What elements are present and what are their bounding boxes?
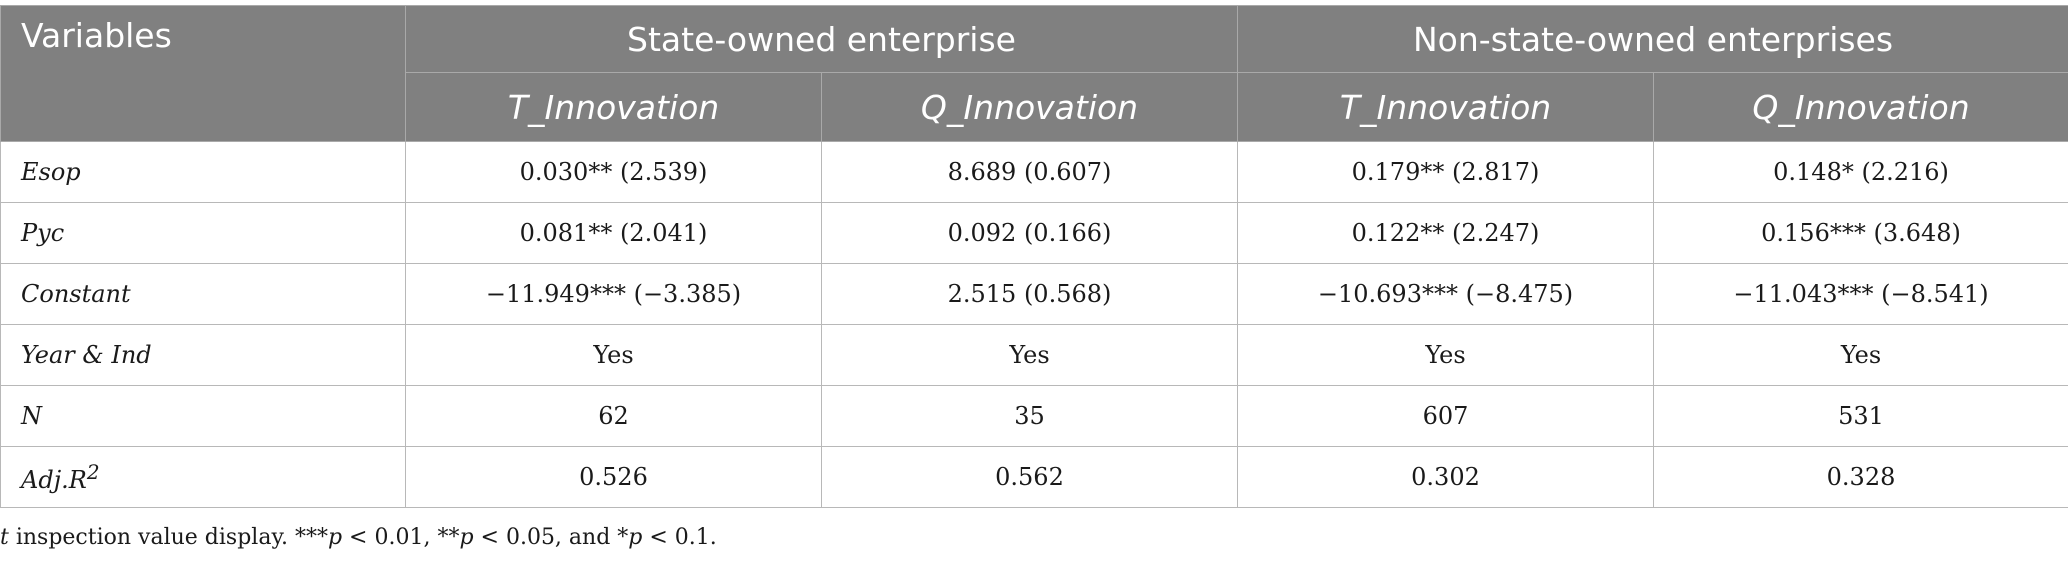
table-cell: 0.179** (2.817) [1237, 141, 1655, 203]
footnote-text: < 0.05, and * [473, 525, 629, 550]
variables-header: Variables [0, 5, 406, 142]
table-cell: 2.515 (0.568) [820, 263, 1239, 325]
row-label-text: Adj.R [21, 466, 87, 494]
table-row: N 62 35 607 531 [0, 385, 2068, 447]
regression-results-table: Variables State-owned enterprise Non-sta… [0, 5, 2068, 508]
group-header-non-state-owned: Non-state-owned enterprises [1237, 5, 2068, 73]
table-cell: 0.328 [1653, 446, 2068, 508]
table-cell: Yes [1653, 324, 2068, 386]
row-label: Esop [0, 141, 406, 203]
subheader-t-innovation-soe: T_Innovation [405, 72, 822, 142]
table-footnote: t inspection value display. ***p < 0.01,… [0, 525, 717, 550]
footnote-p: p [628, 525, 643, 550]
table-cell: 0.148* (2.216) [1653, 141, 2068, 203]
row-label: Constant [0, 263, 406, 325]
table-cell: 35 [820, 385, 1239, 447]
table-cell: Yes [1237, 324, 1655, 386]
footnote-text: < 0.01, ** [342, 525, 460, 550]
subheader-q-innovation-nsoe: Q_Innovation [1653, 72, 2068, 142]
table-cell: 0.030** (2.539) [405, 141, 822, 203]
row-label: Pyc [0, 202, 406, 264]
footnote-p: p [327, 525, 343, 550]
table-cell: 0.092 (0.166) [820, 202, 1239, 264]
group-header-state-owned: State-owned enterprise [404, 5, 1239, 73]
table-cell: Yes [405, 324, 822, 386]
table-cell: 0.122** (2.247) [1237, 202, 1655, 264]
subheader-q-innovation-soe: Q_Innovation [820, 72, 1239, 142]
table-cell: 0.526 [405, 446, 822, 508]
footnote-p: p [459, 525, 474, 550]
table-cell: −11.043*** (−8.541) [1653, 263, 2068, 325]
row-label-superscript: 2 [86, 460, 100, 484]
table-row: Year & Ind Yes Yes Yes Yes [0, 324, 2068, 386]
table-cell: 8.689 (0.607) [820, 141, 1239, 203]
row-label: Year & Ind [0, 324, 406, 386]
header-row-subheaders: T_Innovation Q_Innovation T_Innovation Q… [1, 72, 2068, 142]
table-row: Esop 0.030** (2.539) 8.689 (0.607) 0.179… [0, 141, 2068, 203]
header-row-groups: Variables State-owned enterprise Non-sta… [0, 5, 2068, 142]
table-cell: Yes [820, 324, 1239, 386]
table-row: Adj.R2 0.526 0.562 0.302 0.328 [0, 446, 2068, 508]
table-cell: 531 [1653, 385, 2068, 447]
table-cell: −10.693*** (−8.475) [1237, 263, 1655, 325]
row-label: Adj.R2 [0, 446, 406, 508]
table-row: Constant −11.949*** (−3.385) 2.515 (0.56… [0, 263, 2068, 325]
table-cell: 0.156*** (3.648) [1653, 202, 2068, 264]
table-cell: 0.081** (2.041) [405, 202, 822, 264]
row-label: N [0, 385, 406, 447]
subheader-t-innovation-nsoe: T_Innovation [1237, 72, 1655, 142]
table-row: Pyc 0.081** (2.041) 0.092 (0.166) 0.122*… [0, 202, 2068, 264]
table-cell: 0.562 [820, 446, 1239, 508]
footnote-t: t [0, 525, 9, 550]
footnote-text: < 0.1. [642, 525, 717, 550]
table-cell: 0.302 [1237, 446, 1655, 508]
table-cell: 607 [1237, 385, 1655, 447]
table-cell: 62 [405, 385, 822, 447]
table-cell: −11.949*** (−3.385) [405, 263, 822, 325]
footnote-text: inspection value display. *** [8, 525, 328, 550]
